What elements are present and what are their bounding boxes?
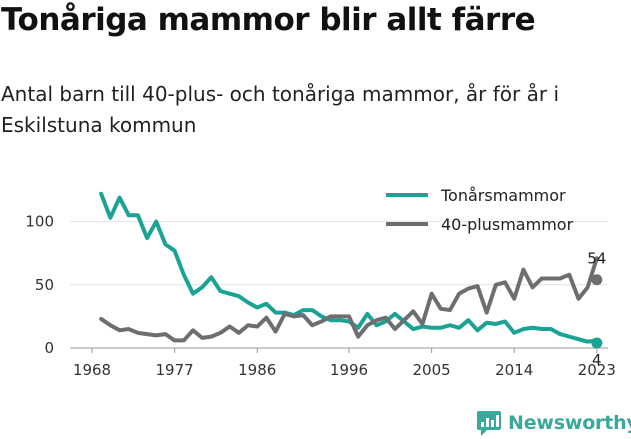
x-tick-label: 1968 [73, 361, 111, 379]
newsworthy-logo: Newsworthy [476, 409, 631, 437]
chart-title: Tonåriga mammor blir allt färre [1, 2, 536, 38]
chart-subtitle: Antal barn till 40-plus- och tonåriga ma… [1, 82, 560, 137]
end-labels: 4 54 [587, 250, 606, 369]
axis-labels: 0 50 100 1968 1977 1986 1996 2005 2014 2023 [25, 213, 616, 379]
x-tick-label: 2014 [495, 361, 533, 379]
x-tick-label: 2005 [413, 361, 451, 379]
line-chart: 0 50 100 1968 1977 1986 1996 2005 2014 2023 Tonår… [25, 186, 616, 379]
x-tick-label: 1977 [156, 361, 194, 379]
y-tick-label: 50 [35, 276, 54, 294]
series-line-2 [99, 256, 599, 343]
legend-label-1: Tonårsmammor [440, 186, 566, 205]
brand-name: Newsworthy [508, 412, 631, 434]
series-lines [99, 191, 603, 349]
series-end-label-1: 4 [592, 351, 602, 369]
series-end-point-2 [591, 274, 603, 286]
chat-bubble-chart-icon [477, 411, 501, 436]
x-tick-label: 1986 [238, 361, 276, 379]
y-tick-label: 0 [44, 339, 54, 357]
series-end-point-1 [591, 337, 603, 349]
legend: Tonårsmammor 40-plusmammor [386, 186, 574, 234]
y-tick-label: 100 [25, 213, 54, 231]
legend-label-2: 40-plusmammor [441, 215, 574, 234]
x-tick-label: 2023 [578, 361, 616, 379]
series-line-1 [99, 191, 599, 344]
series-end-label-2: 54 [587, 250, 606, 268]
x-tick-label: 1996 [330, 361, 368, 379]
